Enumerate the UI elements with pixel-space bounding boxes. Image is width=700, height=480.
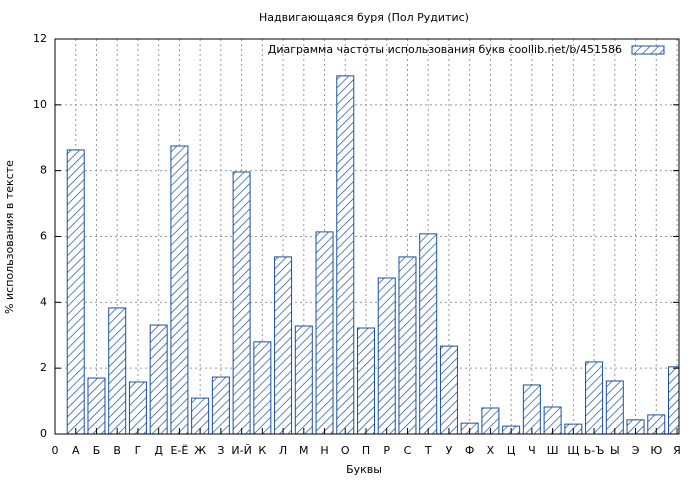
x-tick-label: Р [383,444,390,457]
x-tick-label: С [404,444,412,457]
bar [253,341,272,434]
y-tick-label: 12 [33,32,47,45]
bar [398,256,417,434]
x-tick-label: Ч [528,444,536,457]
y-tick-label: 6 [40,230,47,243]
x-tick-label: Ж [194,444,206,457]
x-axis-label: Буквы [346,463,382,476]
bar [605,380,624,434]
y-tick-label: 8 [40,164,47,177]
x-tick-label: О [341,444,350,457]
bar [419,233,438,434]
bar [377,277,396,434]
y-tick-label: 0 [40,427,47,440]
bar [439,345,458,434]
bar [128,381,147,434]
chart-title: Надвигающаяся буря (Пол Рудитис) [259,11,469,24]
x-tick-label: Ю [650,444,662,457]
x-tick-label: Г [135,444,142,457]
x-tick-label: Ц [507,444,516,457]
x-tick-label: Д [154,444,163,457]
legend-label: Диаграмма частоты использования букв coo… [268,43,622,56]
bar [232,171,251,434]
bars [66,75,679,434]
x-tick-label: Ф [465,444,474,457]
x-tick-label: 0 [52,444,59,457]
bar [315,231,334,434]
x-tick-label: И-Й [231,444,251,457]
x-tick-label: Н [320,444,328,457]
x-tick-label: Ш [547,444,559,457]
y-tick-label: 4 [40,295,47,308]
x-tick-label: Э [632,444,640,457]
bar [585,361,604,434]
x-tick-label: М [299,444,309,457]
x-tick-label: Х [487,444,495,457]
bar [274,256,293,434]
x-tick-label: Л [279,444,287,457]
bar [149,324,168,434]
bar [66,149,85,434]
x-tick-label: П [362,444,370,457]
x-tick-label: З [217,444,224,457]
legend-swatch [631,45,665,55]
y-axis-label: % использования в тексте [3,160,16,314]
x-tick-label: Щ [567,444,579,457]
bar [170,145,189,434]
x-tick-label: А [72,444,80,457]
x-tick-label: Т [424,444,432,457]
x-tick-label: К [258,444,266,457]
bar [294,325,313,434]
x-tick-label: Я [673,444,681,457]
x-tick-label: Е-Ё [170,444,188,457]
y-tick-label: 10 [33,98,47,111]
y-tick-label: 2 [40,361,47,374]
x-tick-label: В [113,444,121,457]
x-tick-label: У [446,444,453,457]
x-tick-label: Ы [610,444,620,457]
x-tick-label: Ь-Ъ [584,444,605,457]
bar [336,75,355,434]
bar [357,327,375,434]
bar [522,384,541,434]
bar [211,376,230,434]
bar [668,366,679,434]
x-tick-label: Б [93,444,101,457]
bar [87,377,106,434]
bar [108,307,127,434]
